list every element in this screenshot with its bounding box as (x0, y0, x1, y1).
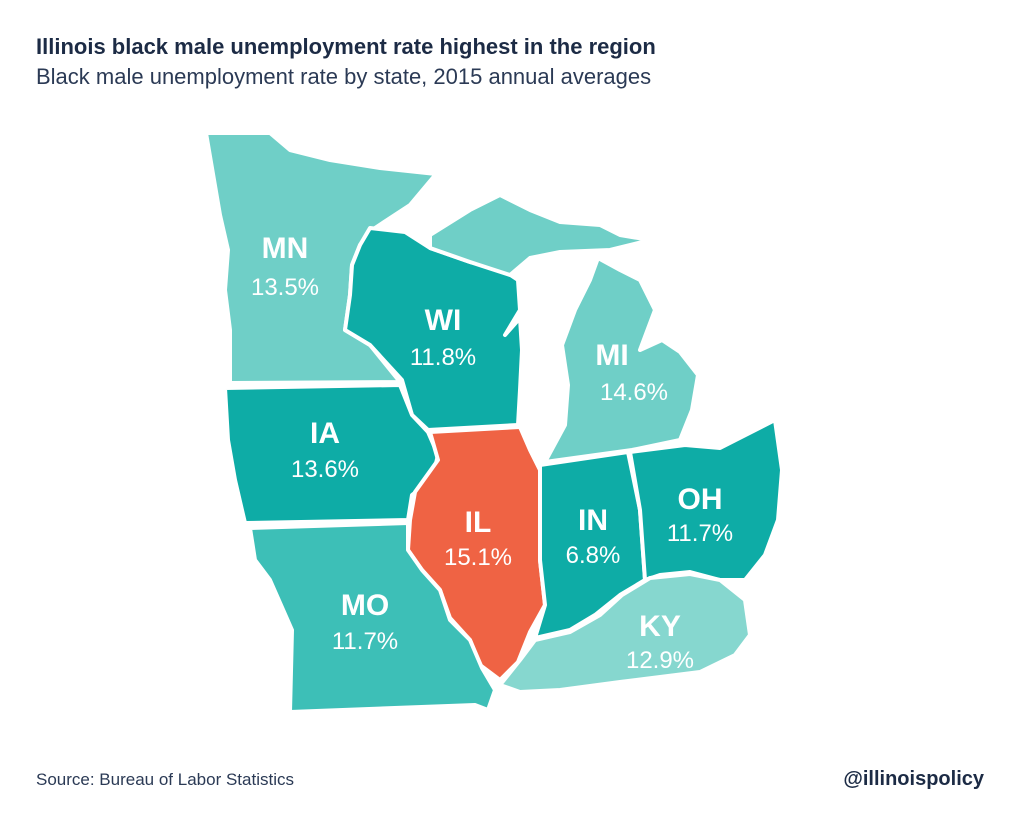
label-wi-abbr: WI (425, 304, 462, 337)
label-mo-value: 11.7% (332, 628, 398, 655)
label-mn-value: 13.5% (251, 274, 319, 301)
state-ky[interactable] (498, 572, 752, 694)
chart-title: Illinois black male unemployment rate hi… (36, 34, 656, 59)
label-mo-abbr: MO (341, 589, 389, 622)
label-ky-abbr: KY (639, 610, 681, 643)
label-in-abbr: IN (578, 504, 608, 537)
state-mi-lower[interactable] (543, 256, 700, 464)
state-mo[interactable] (248, 521, 497, 714)
label-il-value: 15.1% (444, 544, 512, 571)
label-ky-value: 12.9% (626, 647, 694, 674)
label-wi-value: 11.8% (410, 344, 476, 371)
state-ia[interactable] (223, 383, 440, 525)
chart-subtitle: Black male unemployment rate by state, 2… (36, 64, 652, 89)
label-il-abbr: IL (465, 506, 492, 539)
label-ia-abbr: IA (310, 417, 340, 450)
label-mn-abbr: MN (262, 232, 309, 265)
label-ia-value: 13.6% (291, 456, 359, 483)
label-mi-value: 14.6% (600, 379, 668, 406)
state-mi-upper[interactable] (428, 193, 652, 277)
source-note: Source: Bureau of Labor Statistics (36, 770, 294, 789)
label-in-value: 6.8% (566, 542, 621, 569)
label-mi-abbr: MI (595, 339, 628, 372)
label-oh-abbr: OH (678, 483, 723, 516)
label-oh-value: 11.7% (667, 520, 733, 547)
social-handle: @illinoispolicy (843, 768, 984, 790)
